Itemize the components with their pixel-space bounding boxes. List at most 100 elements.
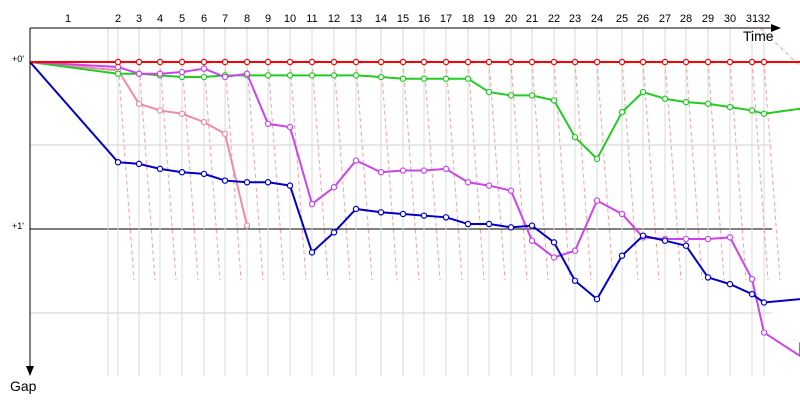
data-point (286, 123, 294, 131)
data-point (286, 72, 294, 79)
data-point (243, 70, 251, 77)
data-point (682, 242, 690, 249)
data-point (399, 210, 407, 218)
data-point (748, 290, 756, 298)
lap-label: 29 (702, 13, 714, 25)
guide-line (510, 61, 528, 281)
data-point (221, 58, 229, 66)
lap-label: 22 (548, 13, 560, 25)
data-point (200, 65, 208, 72)
guide-line (311, 61, 329, 281)
guide-line (380, 61, 398, 281)
data-point (442, 165, 450, 173)
series-layer (29, 58, 800, 358)
y-tick-label: +0' (12, 54, 24, 64)
data-point (507, 187, 515, 194)
data-point (639, 88, 647, 96)
data-point (377, 58, 385, 66)
data-point (200, 170, 208, 178)
guide-line (402, 61, 420, 281)
guide-line (574, 61, 592, 281)
data-point (760, 110, 768, 117)
data-point (308, 249, 316, 256)
guide-line (707, 61, 725, 281)
data-point (528, 92, 536, 99)
data-point (135, 58, 143, 66)
data-point (550, 58, 558, 66)
guide-line (729, 61, 747, 281)
x-axis-title: Time (743, 28, 774, 44)
data-point (178, 58, 186, 66)
data-point (200, 73, 208, 81)
data-point (726, 234, 734, 241)
data-point (114, 58, 122, 66)
lap-label: 4 (157, 13, 163, 25)
data-point (221, 73, 229, 81)
data-point (286, 182, 294, 189)
lap-label: 30 (724, 13, 736, 25)
data-point (760, 329, 768, 336)
data-point (399, 167, 407, 174)
lap-label: 12 (328, 13, 340, 25)
guide-line (246, 61, 264, 281)
data-point (308, 72, 316, 79)
data-point (114, 158, 122, 166)
data-point (221, 177, 229, 184)
data-point (330, 58, 338, 66)
lap-label: 9 (265, 13, 271, 25)
data-point (135, 70, 143, 77)
guide-line (553, 61, 571, 281)
data-point (571, 277, 579, 284)
data-point (550, 97, 558, 104)
data-point (485, 220, 493, 228)
guide-line (333, 61, 351, 281)
data-point (330, 229, 338, 236)
data-point (704, 100, 712, 107)
series-line (29, 61, 800, 161)
guide-line (531, 61, 549, 281)
data-point (682, 235, 690, 243)
lap-label: 20 (505, 13, 517, 25)
series-0 (30, 58, 800, 66)
data-point (618, 210, 626, 218)
data-point (377, 73, 385, 81)
data-point (748, 275, 756, 283)
guide-line (117, 61, 135, 281)
lap-label: 14 (375, 13, 387, 25)
data-point (593, 295, 601, 303)
data-point (264, 179, 272, 186)
guide-line (488, 61, 506, 281)
data-point (200, 58, 208, 66)
y-tick-label: +1' (12, 221, 24, 231)
lap-label: 1 (65, 13, 71, 25)
data-point (178, 68, 186, 76)
series-line (29, 61, 800, 358)
data-point (243, 179, 251, 186)
guide-line (289, 61, 307, 281)
data-point (485, 58, 493, 66)
guide-line (267, 61, 285, 281)
data-point (726, 280, 734, 288)
guide-line (159, 61, 177, 281)
data-point (528, 58, 536, 66)
data-point (682, 98, 690, 106)
data-point (593, 197, 601, 204)
data-point (178, 110, 186, 117)
data-point (243, 222, 251, 229)
guide-line (138, 61, 156, 281)
guide-line (355, 61, 373, 281)
series-4 (29, 61, 800, 306)
data-point (308, 200, 316, 208)
data-point (464, 75, 472, 82)
data-point (507, 224, 515, 231)
lap-label: 8 (244, 13, 250, 25)
lap-label: 2 (115, 13, 121, 25)
data-point (593, 155, 601, 163)
data-point (748, 58, 756, 66)
data-point (200, 118, 208, 126)
series-1 (29, 61, 800, 163)
lap-label: 7 (222, 13, 228, 25)
guide-line (467, 61, 485, 281)
x-axis-arrow (771, 24, 781, 32)
data-point (704, 235, 712, 243)
